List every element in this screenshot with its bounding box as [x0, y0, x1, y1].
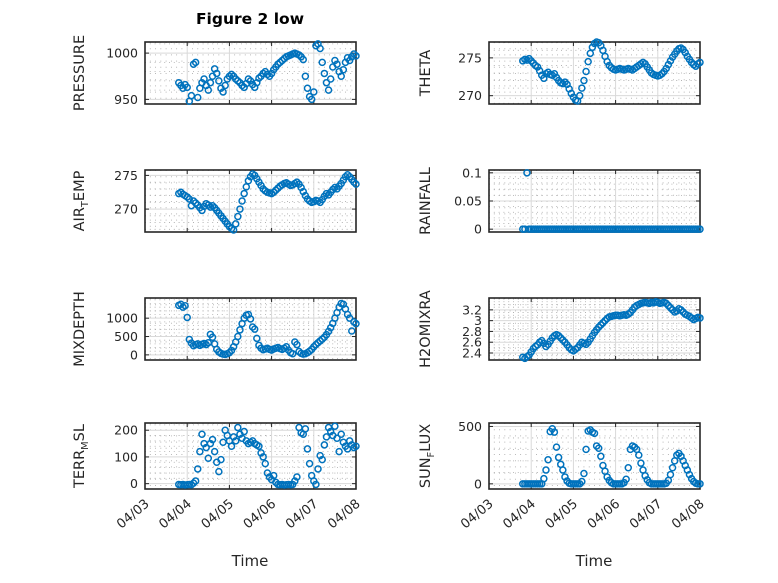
time-xlabel-right: Time [575, 552, 613, 570]
svg-text:04/08: 04/08 [669, 497, 707, 533]
svg-text:3.2: 3.2 [462, 302, 482, 317]
subplot-h2omixra: 2.4 2.6 2.8 3 3.2 [462, 297, 704, 363]
svg-text:270: 270 [114, 202, 138, 217]
svg-text:04/06: 04/06 [241, 497, 279, 533]
subplot-rainfall: 0 0.05 0.1 [454, 165, 704, 237]
svg-text:04/08: 04/08 [325, 497, 363, 533]
svg-text:950: 950 [114, 92, 138, 107]
svg-text:04/03: 04/03 [114, 497, 152, 533]
figure-title: Figure 2 low [195, 10, 305, 28]
svg-text:1000: 1000 [106, 46, 138, 61]
airtemp-plot-area: 270 275 [114, 168, 360, 234]
svg-text:04/04: 04/04 [156, 497, 194, 533]
svg-text:04/05: 04/05 [543, 497, 581, 533]
subplot-terrmsl: 0 100 200 04/03 04/04 04/05 04/06 04/07 04/08 [114, 422, 364, 532]
svg-text:3: 3 [474, 313, 482, 328]
mixdepth-plot-area: 0 500 1000 [106, 297, 360, 362]
svg-text:275: 275 [114, 168, 138, 183]
svg-text:1000: 1000 [106, 311, 138, 326]
svg-text:270: 270 [458, 88, 482, 103]
svg-text:04/04: 04/04 [500, 497, 538, 533]
svg-text:0: 0 [130, 347, 138, 362]
svg-text:04/05: 04/05 [199, 497, 237, 533]
svg-text:04/07: 04/07 [283, 497, 321, 533]
rainfall-plot-area: 0 0.05 0.1 [454, 165, 704, 237]
svg-text:04/07: 04/07 [627, 497, 665, 533]
svg-text:200: 200 [114, 423, 138, 438]
svg-text:275: 275 [458, 50, 482, 65]
subplot-sunflux: 0 500 04/03 04/04 04/05 04/06 04/07 04/08 [458, 419, 707, 532]
subplot-theta: 270 275 [458, 38, 704, 105]
svg-text:04/06: 04/06 [585, 497, 623, 533]
sunflux-plot-area: 0 500 04/03 04/04 04/05 04/06 04/07 04/08 [458, 419, 707, 533]
svg-text:2.8: 2.8 [462, 324, 482, 339]
svg-text:04/03: 04/03 [458, 497, 496, 533]
svg-text:0: 0 [474, 476, 482, 491]
terrmsl-plot-area: 0 100 200 04/03 04/04 04/05 04/06 04/07 04/08 [114, 422, 364, 533]
time-xlabel-left: Time [231, 552, 269, 570]
subplot-mixdepth: 0 500 1000 [106, 297, 360, 362]
pressure-plot-area: 950 1000 [106, 40, 360, 107]
subplot-airtemp: 270 275 [114, 168, 360, 234]
svg-text:0.05: 0.05 [454, 194, 482, 209]
subplot-pressure: 950 1000 [106, 40, 360, 107]
h2omixra-plot-area: 2.42.62.833.2 [462, 297, 704, 363]
svg-text:500: 500 [458, 419, 482, 434]
svg-text:0: 0 [130, 476, 138, 491]
svg-text:100: 100 [114, 449, 138, 464]
svg-text:0.1: 0.1 [462, 165, 482, 180]
svg-text:0: 0 [474, 222, 482, 237]
svg-text:500: 500 [114, 329, 138, 344]
theta-plot-area: 270 275 [458, 38, 704, 105]
svg-text:2.6: 2.6 [462, 335, 482, 350]
svg-text:2.4: 2.4 [462, 345, 482, 360]
